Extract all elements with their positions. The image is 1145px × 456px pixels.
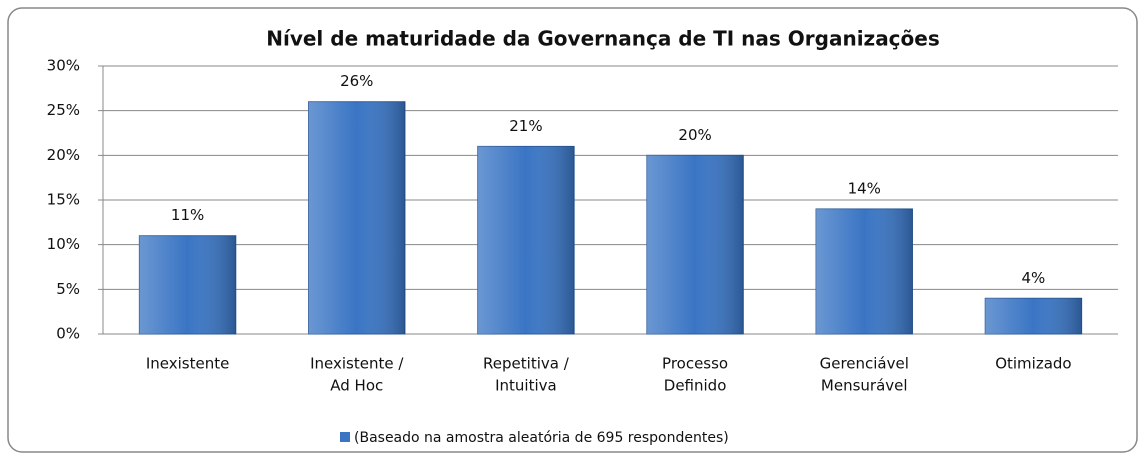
x-tick-label: Intuitiva: [495, 377, 557, 395]
y-tick-label: 5%: [56, 280, 80, 298]
x-tick-label: Gerenciável: [820, 355, 909, 373]
x-tick-label: Ad Hoc: [330, 377, 383, 395]
y-tick-label: 30%: [47, 57, 80, 75]
x-tick-label: Processo: [662, 355, 728, 373]
data-label: 21%: [509, 117, 542, 135]
bar-shade: [816, 208, 913, 334]
y-tick-label: 20%: [47, 146, 80, 164]
x-tick-label: Otimizado: [995, 355, 1071, 373]
bar-shade: [646, 155, 744, 334]
x-tick-label: Mensurável: [821, 377, 908, 395]
legend-swatch: [340, 432, 350, 442]
y-tick-label: 0%: [56, 325, 80, 343]
data-label: 26%: [340, 72, 373, 90]
bar-shade: [308, 101, 405, 334]
data-label: 14%: [848, 179, 881, 197]
bar-shade: [139, 235, 236, 334]
bar-shade: [477, 146, 575, 334]
y-tick-label: 10%: [47, 235, 80, 253]
x-tick-label: Inexistente /: [310, 355, 404, 373]
bar-shade: [985, 298, 1082, 334]
x-tick-label: Inexistente: [146, 355, 229, 373]
data-label: 4%: [1022, 269, 1046, 287]
chart-title: Nível de maturidade da Governança de TI …: [266, 27, 940, 51]
x-tick-label: Repetitiva /: [483, 355, 570, 373]
legend-label: (Baseado na amostra aleatória de 695 res…: [354, 430, 729, 446]
x-tick-label: Definido: [664, 377, 727, 395]
data-label: 20%: [678, 126, 711, 144]
y-tick-label: 15%: [47, 191, 80, 209]
y-tick-label: 25%: [47, 101, 80, 119]
data-label: 11%: [171, 206, 204, 224]
